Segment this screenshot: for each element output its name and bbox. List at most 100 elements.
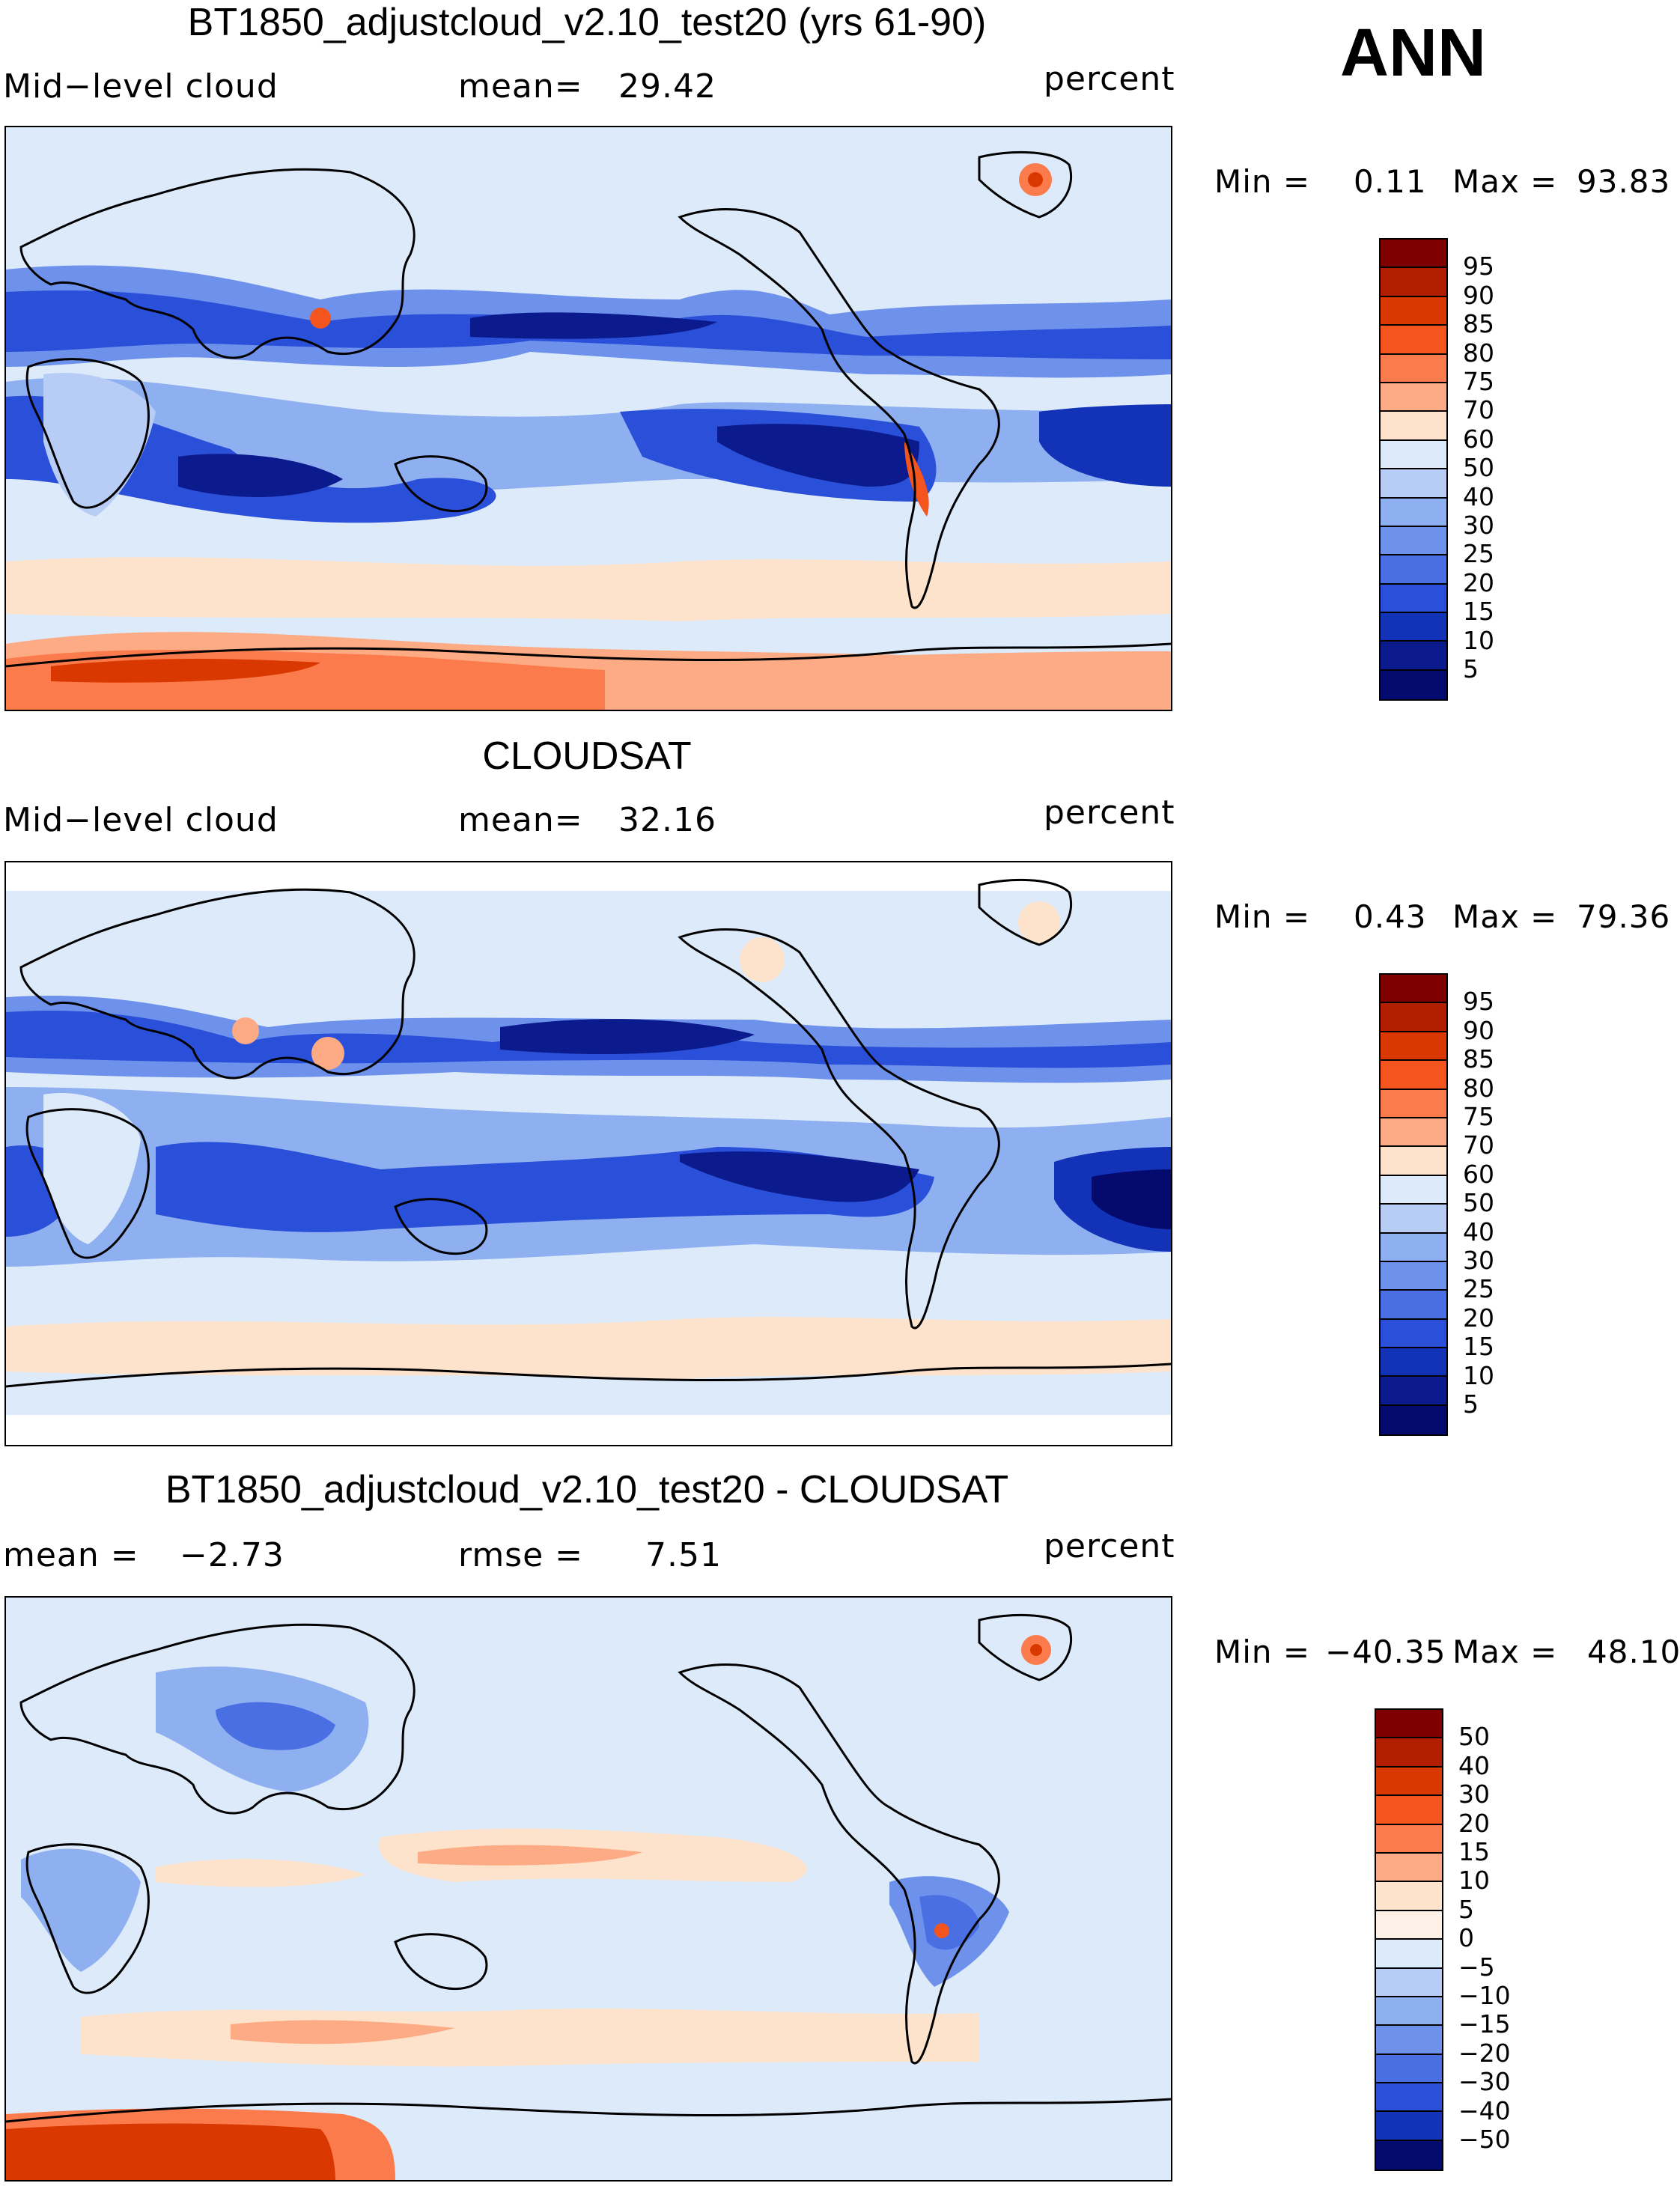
colorbar-tick-label: 90 xyxy=(1463,1015,1494,1045)
colorbar-swatch xyxy=(1376,2140,1442,2170)
colorbar-swatch xyxy=(1376,1911,1442,1940)
panel3-max-label: Max = xyxy=(1452,1634,1558,1670)
panel1-max-value: 93.83 xyxy=(1577,163,1671,200)
colorbar-tick-label: 80 xyxy=(1463,338,1494,368)
panel2-mean-label: mean= xyxy=(458,801,583,839)
colorbar-swatch xyxy=(1376,1824,1442,1854)
colorbar-swatch xyxy=(1381,1061,1446,1090)
panel1-units: percent xyxy=(1044,60,1175,98)
colorbar-tick-label: 30 xyxy=(1463,1246,1494,1275)
panel2-title: CLOUDSAT xyxy=(482,734,692,778)
colorbar-tick-label: 50 xyxy=(1463,1188,1494,1218)
panel1-title: BT1850_adjustcloud_v2.10_test20 (yrs 61-… xyxy=(187,1,987,44)
colorbar-tick-label: 40 xyxy=(1463,1217,1494,1246)
panel2-max-label: Max = xyxy=(1452,898,1558,935)
colorbar-tick-label: 10 xyxy=(1463,625,1494,655)
colorbar-swatch xyxy=(1381,613,1446,642)
panel3-rmse-value: 7.51 xyxy=(645,1536,722,1574)
colorbar-swatch xyxy=(1376,1853,1442,1883)
colorbar-swatch xyxy=(1376,1997,1442,2027)
colorbar-swatch xyxy=(1381,383,1446,412)
colorbar-swatch xyxy=(1376,1767,1442,1797)
colorbar-tick-label: 70 xyxy=(1463,395,1494,425)
season-label: ANN xyxy=(1340,16,1486,91)
colorbar-swatch xyxy=(1381,670,1446,700)
colorbar-tick-label: 10 xyxy=(1463,1360,1494,1390)
colorbar-tick-label: 15 xyxy=(1458,1837,1490,1866)
colorbar-swatch xyxy=(1381,240,1446,269)
panel2-units: percent xyxy=(1044,794,1175,832)
colorbar-tick-label: 50 xyxy=(1458,1722,1490,1752)
panel2-mean-value: 32.16 xyxy=(618,801,716,839)
colorbar-tick-label: 20 xyxy=(1463,1303,1494,1333)
panel3-max-value: 48.10 xyxy=(1587,1634,1680,1670)
colorbar-swatch xyxy=(1376,1710,1442,1739)
colorbar-tick-label: −5 xyxy=(1458,1952,1495,1982)
colorbar-tick-label: −15 xyxy=(1458,2009,1511,2039)
colorbar-swatch xyxy=(1381,440,1446,470)
colorbar-swatch xyxy=(1376,1796,1442,1825)
colorbar-tick-label: −50 xyxy=(1458,2125,1511,2154)
colorbar-swatch xyxy=(1381,296,1446,326)
colorbar-swatch xyxy=(1376,2026,1442,2055)
colorbar-tick-label: 25 xyxy=(1463,539,1494,569)
colorbar-swatch xyxy=(1376,1882,1442,1911)
colorbar-swatch xyxy=(1381,1233,1446,1262)
panel3-rmse-label: rmse = xyxy=(458,1536,584,1574)
panel2-colorbar xyxy=(1379,973,1448,1437)
colorbar-tick-label: 85 xyxy=(1463,309,1494,339)
panel1-mean-value: 29.42 xyxy=(618,67,716,106)
colorbar-tick-label: −20 xyxy=(1458,2038,1511,2068)
colorbar-swatch xyxy=(1381,1348,1446,1377)
panel1-map-svg xyxy=(6,127,1171,710)
panel2-map-svg xyxy=(6,862,1171,1445)
colorbar-swatch xyxy=(1381,1032,1446,1062)
colorbar-tick-label: 85 xyxy=(1463,1044,1494,1074)
colorbar-tick-label: 40 xyxy=(1458,1750,1490,1780)
panel3-mean-label: mean = xyxy=(3,1536,139,1574)
colorbar-swatch xyxy=(1381,1405,1446,1435)
colorbar-tick-label: 5 xyxy=(1463,1389,1479,1419)
colorbar-swatch xyxy=(1381,1319,1446,1349)
colorbar-tick-label: 0 xyxy=(1458,1923,1474,1953)
colorbar-swatch xyxy=(1381,1291,1446,1320)
colorbar-tick-label: 5 xyxy=(1463,654,1479,683)
panel1-map xyxy=(4,126,1172,711)
colorbar-swatch xyxy=(1381,1205,1446,1234)
colorbar-swatch xyxy=(1381,268,1446,297)
colorbar-tick-label: 80 xyxy=(1463,1073,1494,1103)
colorbar-swatch xyxy=(1381,1377,1446,1406)
panel3-colorbar xyxy=(1375,1708,1443,2172)
colorbar-swatch xyxy=(1381,1261,1446,1291)
colorbar-tick-label: 75 xyxy=(1463,1102,1494,1131)
colorbar-tick-label: 10 xyxy=(1458,1866,1490,1896)
panel3-map-svg xyxy=(6,1598,1171,2180)
colorbar-tick-label: 95 xyxy=(1463,987,1494,1017)
panel3-min-label: Min = xyxy=(1214,1634,1311,1670)
colorbar-swatch xyxy=(1381,1089,1446,1118)
colorbar-swatch xyxy=(1381,498,1446,527)
colorbar-tick-label: 20 xyxy=(1458,1808,1490,1838)
panel2-min-value: 0.43 xyxy=(1354,898,1427,935)
colorbar-swatch xyxy=(1381,1175,1446,1205)
colorbar-swatch xyxy=(1381,469,1446,499)
panel2-max-value: 79.36 xyxy=(1577,898,1671,935)
colorbar-swatch xyxy=(1376,1940,1442,1969)
panel3-mean-value: −2.73 xyxy=(180,1536,284,1574)
colorbar-swatch xyxy=(1376,1738,1442,1768)
colorbar-tick-label: 40 xyxy=(1463,481,1494,511)
panel2-map xyxy=(4,861,1172,1446)
colorbar-swatch xyxy=(1381,584,1446,614)
colorbar-tick-label: 70 xyxy=(1463,1130,1494,1160)
panel1-min-value: 0.11 xyxy=(1354,163,1427,200)
colorbar-tick-label: 30 xyxy=(1463,511,1494,540)
colorbar-swatch xyxy=(1381,555,1446,585)
colorbar-swatch xyxy=(1381,326,1446,355)
colorbar-tick-label: 75 xyxy=(1463,367,1494,396)
panel3-title: BT1850_adjustcloud_v2.10_test20 - CLOUDS… xyxy=(165,1468,1009,1511)
colorbar-swatch xyxy=(1381,412,1446,441)
colorbar-tick-label: 15 xyxy=(1463,1332,1494,1362)
panel3-map xyxy=(4,1596,1172,2182)
panel2-variable-label: Mid−level cloud xyxy=(3,801,279,839)
panel1-variable-label: Mid−level cloud xyxy=(3,67,279,106)
